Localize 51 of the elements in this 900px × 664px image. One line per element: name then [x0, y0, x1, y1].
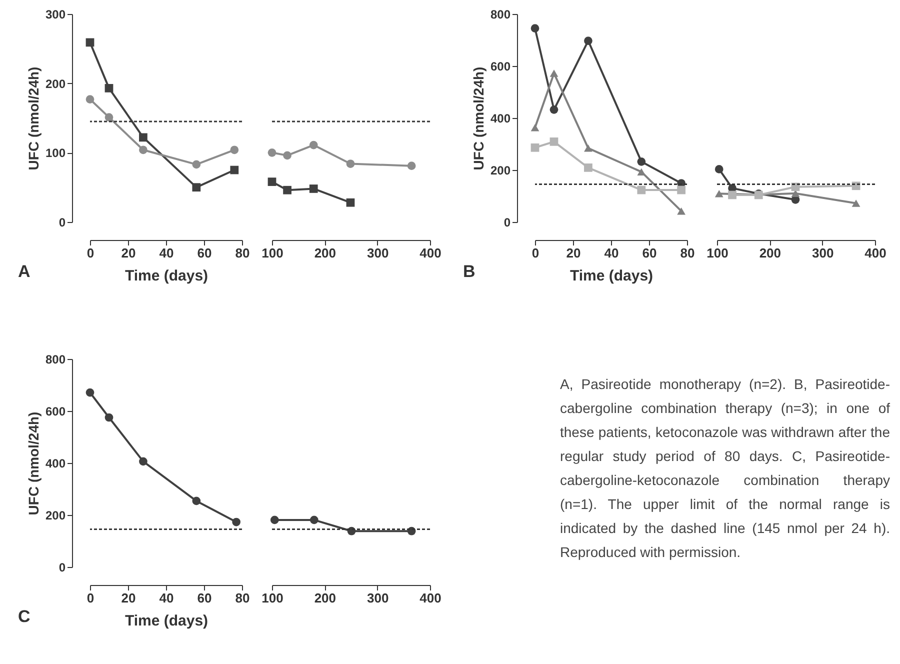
x-tick-label: 0: [532, 246, 540, 260]
y-tick-label: 200: [45, 508, 66, 522]
x-tick-label: 300: [366, 246, 389, 260]
x-axis-title: Time (days): [124, 612, 208, 630]
text: A: [18, 262, 30, 282]
y-tick-label: 100: [45, 146, 66, 160]
x-tick-label: 400: [420, 590, 442, 606]
x-tick-label: 400: [420, 246, 442, 260]
x-tick-label: 40: [159, 246, 174, 260]
y-tick-label: 0: [504, 216, 511, 230]
y-axis-title: UFC (nmol/24h): [25, 412, 42, 516]
x-tick-label: 300: [812, 246, 834, 260]
y-tick-label: 400: [45, 456, 66, 470]
text: A, Pasireotide monotherapy (n=2). B, Pasireotide-cabergoline combination therapy (n=3); in one of these patients, ketoconazole was withdrawn after the regular study period of 80 days. C, Pasireotide-cabergoline-ketoconazole combination therapy (n=1). The upper limit of the normal range is indicated by the dashed line (145 nmol per 24 h). Reproduced with permission.: [560, 375, 890, 562]
x-tick-label: 100: [262, 246, 284, 260]
y-tick-label: 400: [490, 112, 511, 126]
y-tick-label: 600: [490, 60, 511, 74]
y-tick-label: 800: [490, 8, 511, 22]
x-tick-label: 60: [197, 246, 212, 260]
x-tick-label: 300: [366, 590, 389, 606]
y-tick-label: 200: [490, 164, 511, 178]
x-tick-label: 400: [864, 246, 886, 260]
text: B: [463, 262, 476, 282]
y-axis-title: UFC (nmol/24h): [470, 66, 486, 170]
x-tick-label: 40: [159, 590, 174, 606]
x-axis-title: Time (days): [124, 268, 208, 284]
y-axis-title: UFC (nmol/24h): [25, 66, 42, 170]
x-tick-label: 80: [680, 246, 695, 260]
x-tick-label: 20: [566, 246, 581, 260]
x-tick-label: 200: [314, 590, 336, 606]
x-tick-label: 200: [759, 246, 782, 260]
y-tick-label: 300: [45, 8, 66, 22]
y-tick-label: 200: [45, 76, 66, 91]
y-tick-label: 800: [45, 352, 66, 366]
x-tick-label: 60: [197, 590, 212, 606]
x-tick-label: 100: [706, 246, 728, 260]
x-tick-label: 80: [235, 590, 250, 606]
x-tick-label: 20: [121, 246, 136, 260]
y-tick-label: 0: [58, 216, 66, 230]
text: C: [18, 607, 30, 627]
x-tick-label: 20: [121, 590, 136, 606]
x-tick-label: 0: [86, 246, 94, 260]
y-tick-label: 0: [58, 560, 66, 574]
y-tick-label: 600: [45, 404, 66, 418]
x-tick-label: 0: [86, 590, 94, 606]
x-tick-label: 40: [604, 246, 619, 260]
x-tick-label: 100: [262, 590, 284, 606]
x-tick-label: 60: [642, 246, 657, 260]
x-tick-label: 200: [314, 246, 336, 260]
x-axis-title: Time (days): [570, 268, 654, 284]
x-tick-label: 80: [235, 246, 250, 260]
